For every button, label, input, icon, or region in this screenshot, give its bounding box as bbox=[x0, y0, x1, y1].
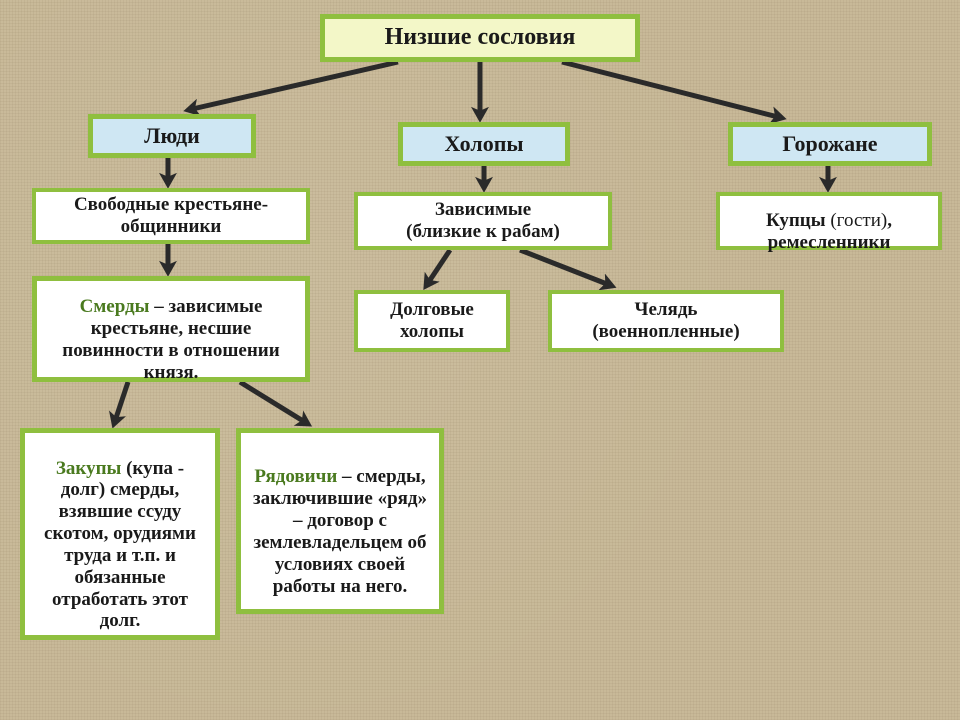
category-kholopy: Холопы bbox=[398, 122, 570, 166]
zakupy-rest: (купа - долг) смерды, взявшие ссуду скот… bbox=[44, 458, 196, 632]
desc-text: Свободные крестьяне-общинники bbox=[44, 194, 298, 238]
desc-text: Челядь (военнопленные) bbox=[560, 299, 772, 343]
smerdy-term: Смерды bbox=[80, 296, 150, 317]
desc-text: Смерды – зависимые крестьяне, несшие пов… bbox=[45, 274, 297, 383]
desc-debt-kholopy: Долговые холопы bbox=[354, 290, 510, 352]
desc-text: Долговые холопы bbox=[366, 299, 498, 343]
merchants-paren: (гости) bbox=[830, 210, 887, 231]
desc-chelyad: Челядь (военнопленные) bbox=[548, 290, 784, 352]
category-label: Люди bbox=[144, 123, 200, 148]
desc-merchants: Купцы (гости), ремесленники bbox=[716, 192, 942, 250]
ryadovichi-term: Рядовичи bbox=[254, 466, 337, 487]
desc-smerdy: Смерды – зависимые крестьяне, несшие пов… bbox=[32, 276, 310, 382]
desc-dependents: Зависимые (близкие к рабам) bbox=[354, 192, 612, 250]
zakupy-term: Закупы bbox=[56, 458, 122, 479]
root-box: Низшие сословия bbox=[320, 14, 640, 62]
desc-text: Купцы (гости), ремесленники bbox=[766, 188, 892, 254]
desc-text: Закупы (купа - долг) смерды, взявшие ссу… bbox=[33, 436, 207, 633]
desc-free-peasants: Свободные крестьяне-общинники bbox=[32, 188, 310, 244]
root-label: Низшие сословия bbox=[385, 24, 576, 52]
desc-ryadovichi: Рядовичи – смерды, заключившие «ряд» – д… bbox=[236, 428, 444, 614]
category-people: Люди bbox=[88, 114, 256, 158]
desc-zakupy: Закупы (купа - долг) смерды, взявшие ссу… bbox=[20, 428, 220, 640]
merchants-term: Купцы bbox=[766, 210, 830, 231]
category-townsfolk: Горожане bbox=[728, 122, 932, 166]
desc-text: Зависимые (близкие к рабам) bbox=[406, 199, 560, 243]
category-label: Горожане bbox=[782, 131, 877, 156]
category-label: Холопы bbox=[444, 131, 523, 156]
desc-text: Рядовичи – смерды, заключившие «ряд» – д… bbox=[249, 445, 431, 598]
